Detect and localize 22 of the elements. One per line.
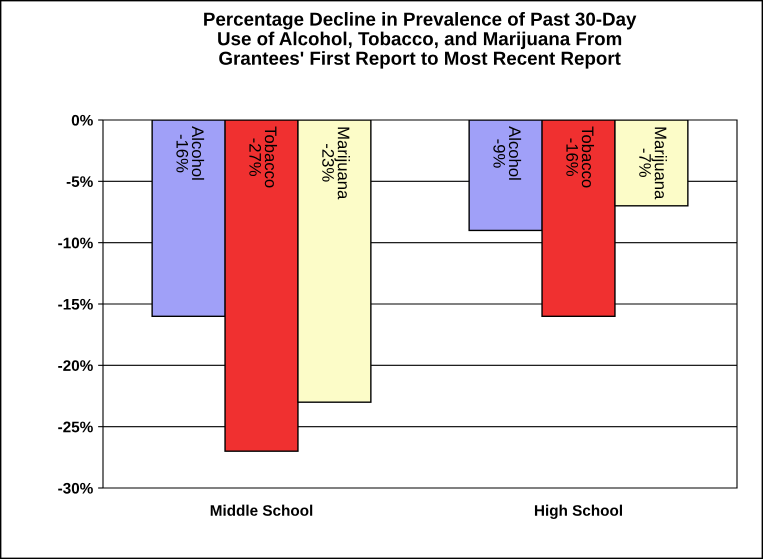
text: Marijuana <box>334 128 350 200</box>
y-tick-label: -10% <box>58 238 93 248</box>
y-tick-label: -30% <box>58 482 93 494</box>
text: Alcohol <box>508 126 522 180</box>
data-label: -23% <box>322 144 334 182</box>
data-label: -16% <box>176 134 188 172</box>
data-label: -9% <box>493 139 506 168</box>
y-tick-label: -15% <box>58 298 93 310</box>
data-label: -27% <box>249 138 262 176</box>
data-label: -7% <box>639 148 651 177</box>
x-tick-label: Middle School <box>210 504 312 516</box>
x-tick-label: High School <box>534 504 622 519</box>
series-label: Tobacco <box>264 126 278 188</box>
series-label: Alcohol <box>192 126 204 180</box>
y-tick-label: 0% <box>72 114 93 126</box>
chart-title: Percentage Decline in Prevalence of Past 30-Day Use of Alcohol, Tobacco, and Marijuana From Grantees' First Report to Most Recent Report <box>204 12 636 69</box>
y-tick-label: -5% <box>66 176 93 188</box>
y-tick-label: -20% <box>58 360 93 372</box>
data-label: -16% <box>566 138 578 176</box>
text: Tobacco <box>582 126 594 188</box>
series-label: Marijuana <box>651 128 667 200</box>
y-tick-label: -25% <box>58 422 93 432</box>
